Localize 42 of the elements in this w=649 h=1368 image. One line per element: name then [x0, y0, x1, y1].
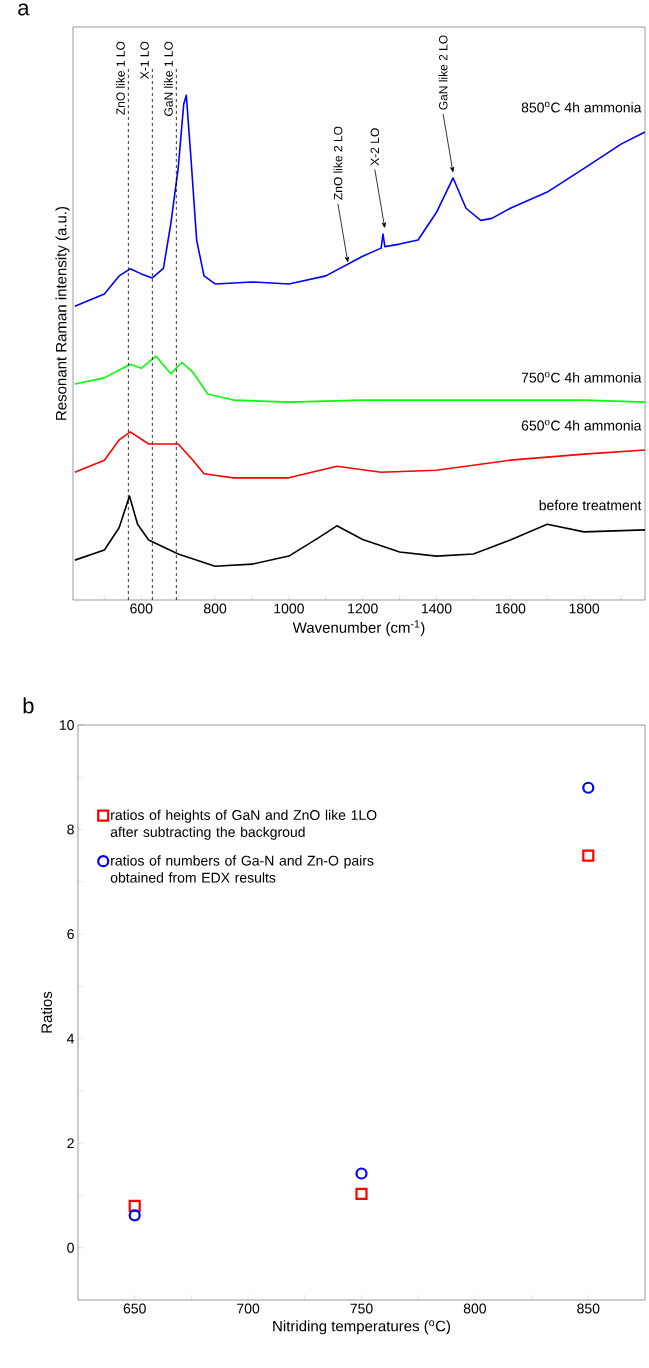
y-tick-label: 8	[67, 824, 74, 835]
ref-line-label: GaN like 1 LO	[163, 41, 173, 116]
legend-label: ratios of heights of GaN and ZnO like 1LO after subtracting the backgroud	[110, 809, 377, 840]
y-axis-title: Ratios	[41, 991, 53, 1033]
y-axis-title: Resonant Raman intensity (a.u.)	[55, 206, 70, 420]
y-tick-label: 4	[66, 1033, 75, 1044]
y-tick-label: 6	[67, 929, 74, 940]
series-label: before treatment	[539, 500, 642, 511]
legend-label: ratios of numbers of Ga-N and Zn-O pairs obtained from EDX results	[110, 855, 374, 883]
series-label: 650$^{o}$C 4h ammonia	[521, 419, 642, 431]
annotation: GaN like 2 LO	[438, 35, 448, 110]
series-label: 750$^{o}$C 4h ammonia	[521, 371, 642, 383]
point	[582, 849, 595, 862]
x-axis-title: Nitriding temperatures ($^{o}$C)	[273, 1320, 451, 1335]
x-tick-label: 650	[123, 1303, 146, 1314]
x-tick-label: 850	[577, 1303, 600, 1314]
point	[128, 1199, 141, 1213]
point	[128, 1209, 141, 1222]
x-tick-label: 1400	[421, 603, 452, 614]
annotation: ZnO like 2 LO	[333, 126, 343, 200]
y-tick-label: 0	[67, 1242, 74, 1253]
y-tick-label: 2	[67, 1138, 74, 1149]
x-tick-label: 800	[463, 1303, 487, 1314]
x-tick-label: 1600	[495, 603, 526, 614]
point	[355, 1167, 368, 1180]
x-tick-label: 1800	[569, 603, 600, 614]
x-axis-title: Wavenumber (cm$^{-1}$)	[292, 620, 425, 636]
ref-line-label: ZnO like 1 LO	[116, 41, 125, 115]
x-tick-label: 800	[204, 603, 227, 614]
annotation: X-2 LO	[370, 128, 380, 166]
x-tick-label: 700	[237, 1303, 260, 1314]
series-label: 850$^{o}$C 4h ammonia	[521, 101, 642, 113]
x-tick-label: 1200	[348, 603, 378, 614]
ref-line-label: X-1 LO	[140, 41, 149, 79]
point	[582, 781, 595, 794]
x-tick-label: 750	[350, 1303, 373, 1314]
y-tick-label: 10	[59, 720, 74, 730]
x-tick-label: 600	[130, 603, 153, 614]
point	[355, 1187, 368, 1200]
chart-title: a	[18, 3, 30, 16]
chart-title: b	[23, 697, 34, 714]
x-tick-label: 1000	[274, 603, 304, 614]
